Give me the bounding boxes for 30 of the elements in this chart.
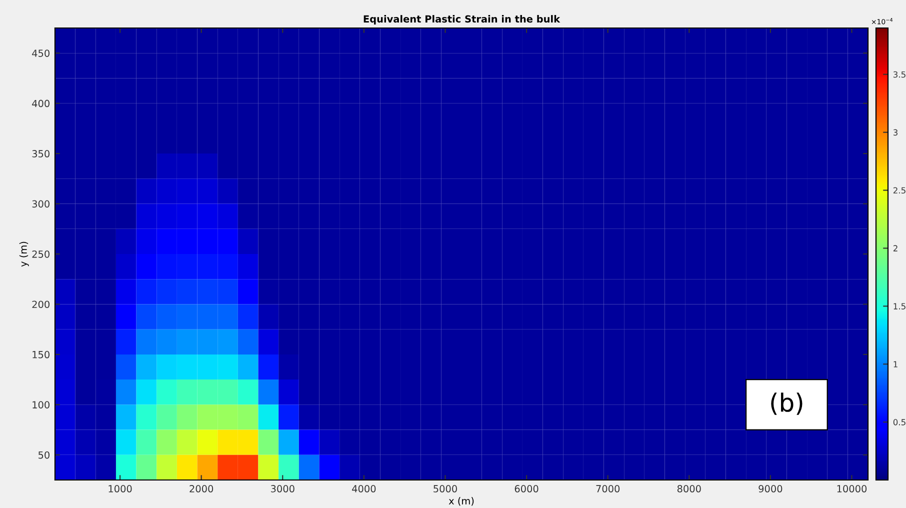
- color-bar-label: 0.5: [893, 419, 906, 426]
- color-bar-label: 3: [893, 129, 898, 136]
- color-bar-label: 1: [894, 361, 898, 368]
- annotation: (b): [771, 392, 802, 415]
- x-tick-label: 1000: [108, 485, 132, 492]
- x-tick-label: 3000: [271, 485, 294, 492]
- color-bar-label: 3.5: [893, 71, 906, 78]
- y-tick-label: 50: [38, 451, 50, 459]
- y-tick-label: 200: [32, 300, 50, 308]
- x-tick-label: 2000: [190, 485, 214, 492]
- y-tick-label: 450: [32, 50, 50, 57]
- x-tick-label: 4000: [352, 485, 376, 492]
- x-tick-label: 10000: [837, 485, 867, 492]
- x-tick-label: 5000: [434, 485, 457, 492]
- y-tick-label: 100: [32, 401, 50, 408]
- y-tick-label: 350: [32, 150, 50, 158]
- color-bar-label: 2.5: [893, 187, 906, 194]
- y-tick-label: 250: [32, 250, 50, 258]
- x-tick-label: 6000: [514, 485, 538, 492]
- x-tick-label: 7000: [596, 485, 620, 492]
- x-tick-label: 9000: [758, 485, 782, 492]
- x-tick-label: 8000: [677, 485, 701, 492]
- y-tick-label: 150: [32, 350, 50, 358]
- color-bar-label: 2: [893, 245, 898, 252]
- color-bar-label: 1.5: [894, 303, 906, 310]
- x-axis-title: x (m): [448, 497, 474, 506]
- y-axis-title: y (m): [19, 242, 29, 267]
- chart-title: Equivalent Plastic Strain in the bulk: [364, 15, 560, 24]
- y-tick-label: 400: [32, 100, 50, 108]
- y-tick-label: 300: [32, 200, 50, 208]
